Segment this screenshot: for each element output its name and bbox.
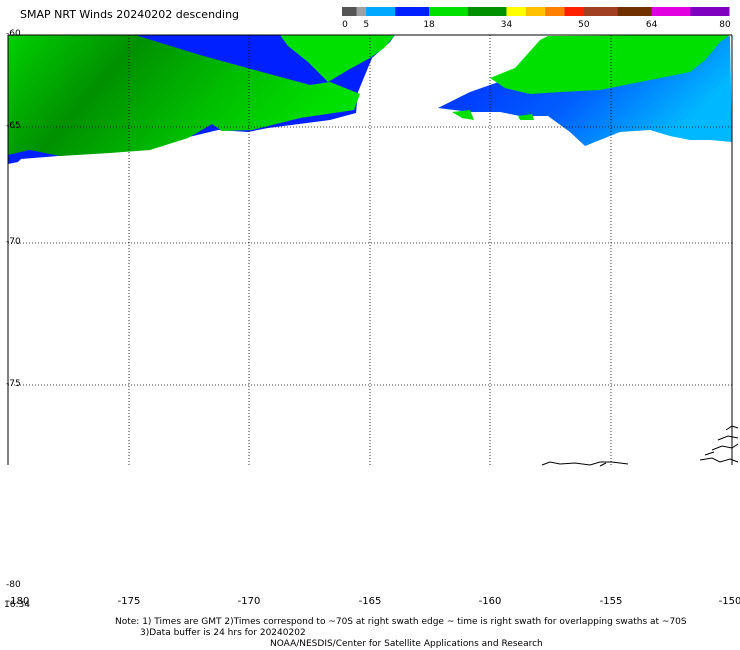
left-swath-green-main: [8, 35, 360, 156]
note-line-2: 3)Data buffer is 24 hrs for 20240202: [140, 628, 306, 638]
right-swath-green: [490, 35, 730, 94]
longitude-label: -165: [358, 596, 382, 607]
longitude-label: -160: [478, 596, 502, 607]
latitude-label: -75: [6, 379, 21, 389]
scale-tick-label: 34: [500, 20, 513, 30]
scale-segment: [366, 7, 396, 16]
scale-tick-label: 5: [363, 20, 370, 30]
scale-segment: [467, 7, 507, 16]
left-swath-green-north: [280, 35, 395, 82]
antarctic-coastline: [541, 425, 739, 467]
scale-tick-label: 80: [719, 20, 731, 30]
scale-segment: [525, 7, 546, 16]
right-swath-green-spec: [518, 114, 534, 120]
longitude-label: -150: [718, 596, 740, 607]
scale-segment: [356, 7, 367, 16]
latitude-label: -70: [6, 237, 21, 247]
latitude-label: -65: [6, 121, 21, 131]
wind-speed-color-scale: [342, 7, 730, 16]
latitude-label: -60: [6, 29, 21, 39]
longitude-label: -155: [599, 596, 623, 607]
longitude-label: -180: [6, 596, 30, 607]
map-title: SMAP NRT Winds 20240202 descending: [20, 8, 240, 21]
scale-segment: [545, 7, 566, 16]
longitude-label: -175: [117, 596, 141, 607]
scale-segment: [506, 7, 527, 16]
credit-line: NOAA/NESDIS/Center for Satellite Applica…: [270, 639, 543, 649]
scale-tick-label: 64: [645, 20, 658, 30]
scale-segment: [690, 7, 730, 16]
scale-segment: [564, 7, 585, 16]
scale-segment: [395, 7, 430, 16]
scale-segment: [342, 7, 358, 16]
longitude-label: -170: [237, 596, 261, 607]
right-swath-green-south: [452, 110, 474, 120]
scale-segment: [651, 7, 691, 16]
latitude-label: -80: [6, 580, 21, 590]
note-line-1: Note: 1) Times are GMT 2)Times correspon…: [115, 617, 687, 627]
scale-segment: [583, 7, 619, 16]
scale-segment: [617, 7, 653, 16]
scale-tick-label: 0: [342, 20, 348, 30]
scale-tick-label: 50: [578, 20, 590, 30]
time-label: 16:34: [4, 600, 30, 610]
left-swath-blue-edge: [8, 150, 30, 164]
scale-segment: [429, 7, 469, 16]
scale-tick-label: 18: [423, 20, 435, 30]
